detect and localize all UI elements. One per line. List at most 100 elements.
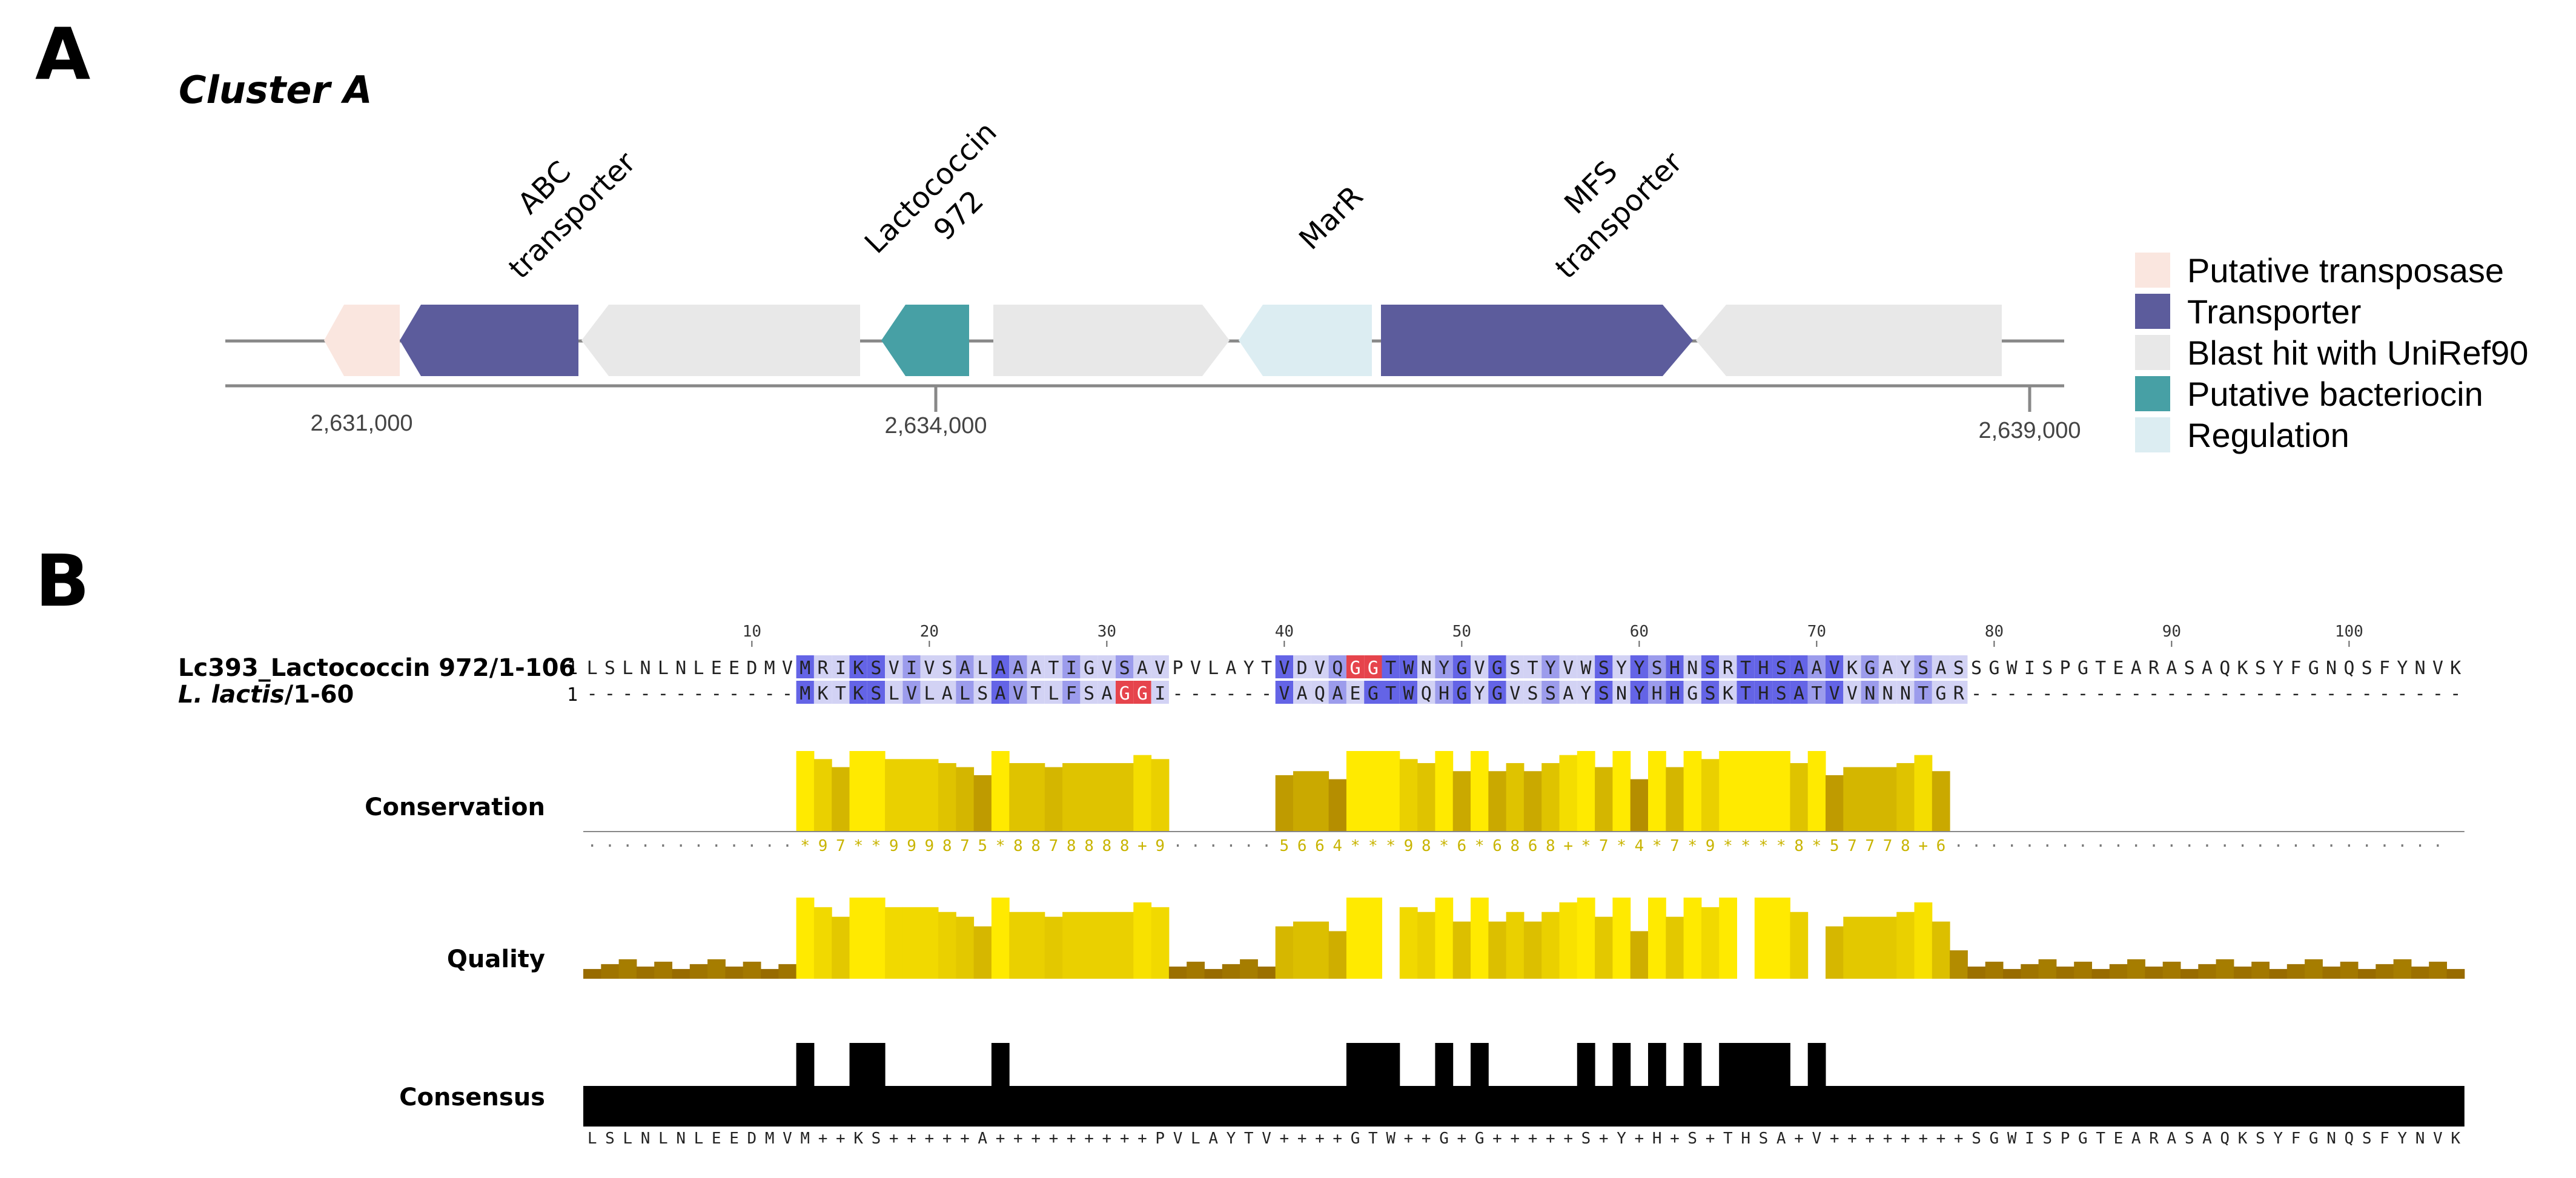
conservation-bar <box>1878 767 1897 832</box>
residue: V <box>1013 683 1024 704</box>
residue: - <box>1208 683 1219 704</box>
residue-highlight <box>1807 681 1826 704</box>
consensus-residue: + <box>1297 1130 1307 1148</box>
residue: S <box>2255 658 2266 679</box>
residue-highlight <box>1701 655 1720 678</box>
conservation-symbol: 7 <box>1865 837 1875 855</box>
quality-bar <box>1595 916 1613 979</box>
residue: S <box>2184 658 2195 679</box>
quality-bar <box>1754 898 1773 979</box>
quality-bar <box>1666 916 1684 979</box>
conservation-symbol: * <box>853 837 863 855</box>
quality-bar <box>2393 959 2412 979</box>
residue-highlight <box>1044 655 1063 678</box>
residue: - <box>2237 683 2248 704</box>
conservation-bar <box>1382 751 1400 832</box>
residue: - <box>2343 683 2354 704</box>
conservation-symbol: · <box>2380 837 2389 855</box>
residue: G <box>1456 658 1467 679</box>
quality-bar <box>885 907 903 979</box>
residue-highlight <box>1737 681 1755 704</box>
residue: V <box>1101 658 1112 679</box>
conservation-bar <box>1275 775 1294 832</box>
conservation-symbol: * <box>1776 837 1786 855</box>
quality-bar <box>2180 968 2199 979</box>
consensus-residue: + <box>996 1130 1005 1148</box>
consensus-residue: N <box>2326 1130 2336 1148</box>
consensus-residue: A <box>2202 1130 2212 1148</box>
legend-label: Putative transposase <box>2187 251 2504 290</box>
conservation-symbol: * <box>1759 837 1769 855</box>
residue: L <box>693 658 704 679</box>
residue: A <box>1013 658 1024 679</box>
residue-highlight <box>1027 681 1045 704</box>
residue: - <box>2273 683 2283 704</box>
residue: K <box>2450 658 2461 679</box>
conservation-symbol: * <box>1741 837 1750 855</box>
residue-highlight <box>902 655 921 678</box>
residue: M <box>800 658 810 679</box>
panel-a-letter: A <box>35 12 91 96</box>
residue-highlight <box>920 655 938 678</box>
residue: L <box>622 658 633 679</box>
sequence-name-suffix: /1-60 <box>284 681 354 709</box>
conservation-symbol: · <box>588 837 597 855</box>
residue: N <box>1864 683 1875 704</box>
conservation-symbol: * <box>1439 837 1449 855</box>
quality-bar <box>1435 898 1454 979</box>
conservation-symbol: · <box>2415 837 2425 855</box>
conservation-symbol: * <box>800 837 810 855</box>
residue: D <box>1297 658 1308 679</box>
consensus-residue: + <box>1049 1130 1059 1148</box>
quality-bar <box>1027 912 1045 979</box>
quality-bar <box>1187 961 1205 979</box>
consensus-residue: F <box>2291 1130 2301 1148</box>
conservation-bar <box>991 751 1010 832</box>
consensus-residue: G <box>2309 1130 2319 1148</box>
conservation-bar <box>1044 767 1063 832</box>
quality-bar <box>2091 968 2110 979</box>
consensus-peak <box>1772 1043 1790 1087</box>
residue: W <box>1580 658 1592 679</box>
conservation-bar <box>796 751 815 832</box>
legend-swatch <box>2135 294 2170 329</box>
residue: - <box>587 683 598 704</box>
residue: S <box>1953 658 1964 679</box>
residue-highlight <box>1843 681 1861 704</box>
residue-highlight <box>1612 681 1631 704</box>
residue: W <box>1403 658 1414 679</box>
quality-bar <box>2145 966 2164 979</box>
residue-highlight <box>1044 681 1063 704</box>
residue: R <box>1723 658 1734 679</box>
residue-highlight <box>813 655 832 678</box>
residue: L <box>658 658 669 679</box>
residue-highlight <box>1950 655 1968 678</box>
residue: - <box>711 683 722 704</box>
conservation-symbol: + <box>1918 837 1928 855</box>
cluster-title: Cluster A <box>179 68 372 112</box>
residue: Q <box>1332 658 1343 679</box>
residue: - <box>675 683 686 704</box>
consensus-residue: + <box>1404 1130 1414 1148</box>
consensus-residue: K <box>2238 1130 2248 1148</box>
residue-highlight <box>1932 655 1950 678</box>
residue: F <box>2379 658 2390 679</box>
track-label-consensus: Consensus <box>399 1084 545 1111</box>
quality-bar <box>1204 968 1223 979</box>
conservation-bar <box>1435 751 1454 832</box>
quality-bar <box>2251 961 2270 979</box>
consensus-residue: E <box>712 1130 721 1148</box>
residue: - <box>1173 683 1184 704</box>
consensus-residue: Y <box>1617 1130 1626 1148</box>
residue: Y <box>1545 658 1556 679</box>
residue: Y <box>1439 658 1449 679</box>
residue-highlight <box>1630 655 1648 678</box>
residue-highlight <box>1666 681 1684 704</box>
residue: - <box>2397 683 2408 704</box>
residue: H <box>1439 683 1449 704</box>
residue: P <box>1173 658 1184 679</box>
residue: Q <box>1314 683 1325 704</box>
consensus-residue: + <box>1510 1130 1520 1148</box>
residue: T <box>1385 683 1396 704</box>
residue-highlight <box>1133 655 1151 678</box>
